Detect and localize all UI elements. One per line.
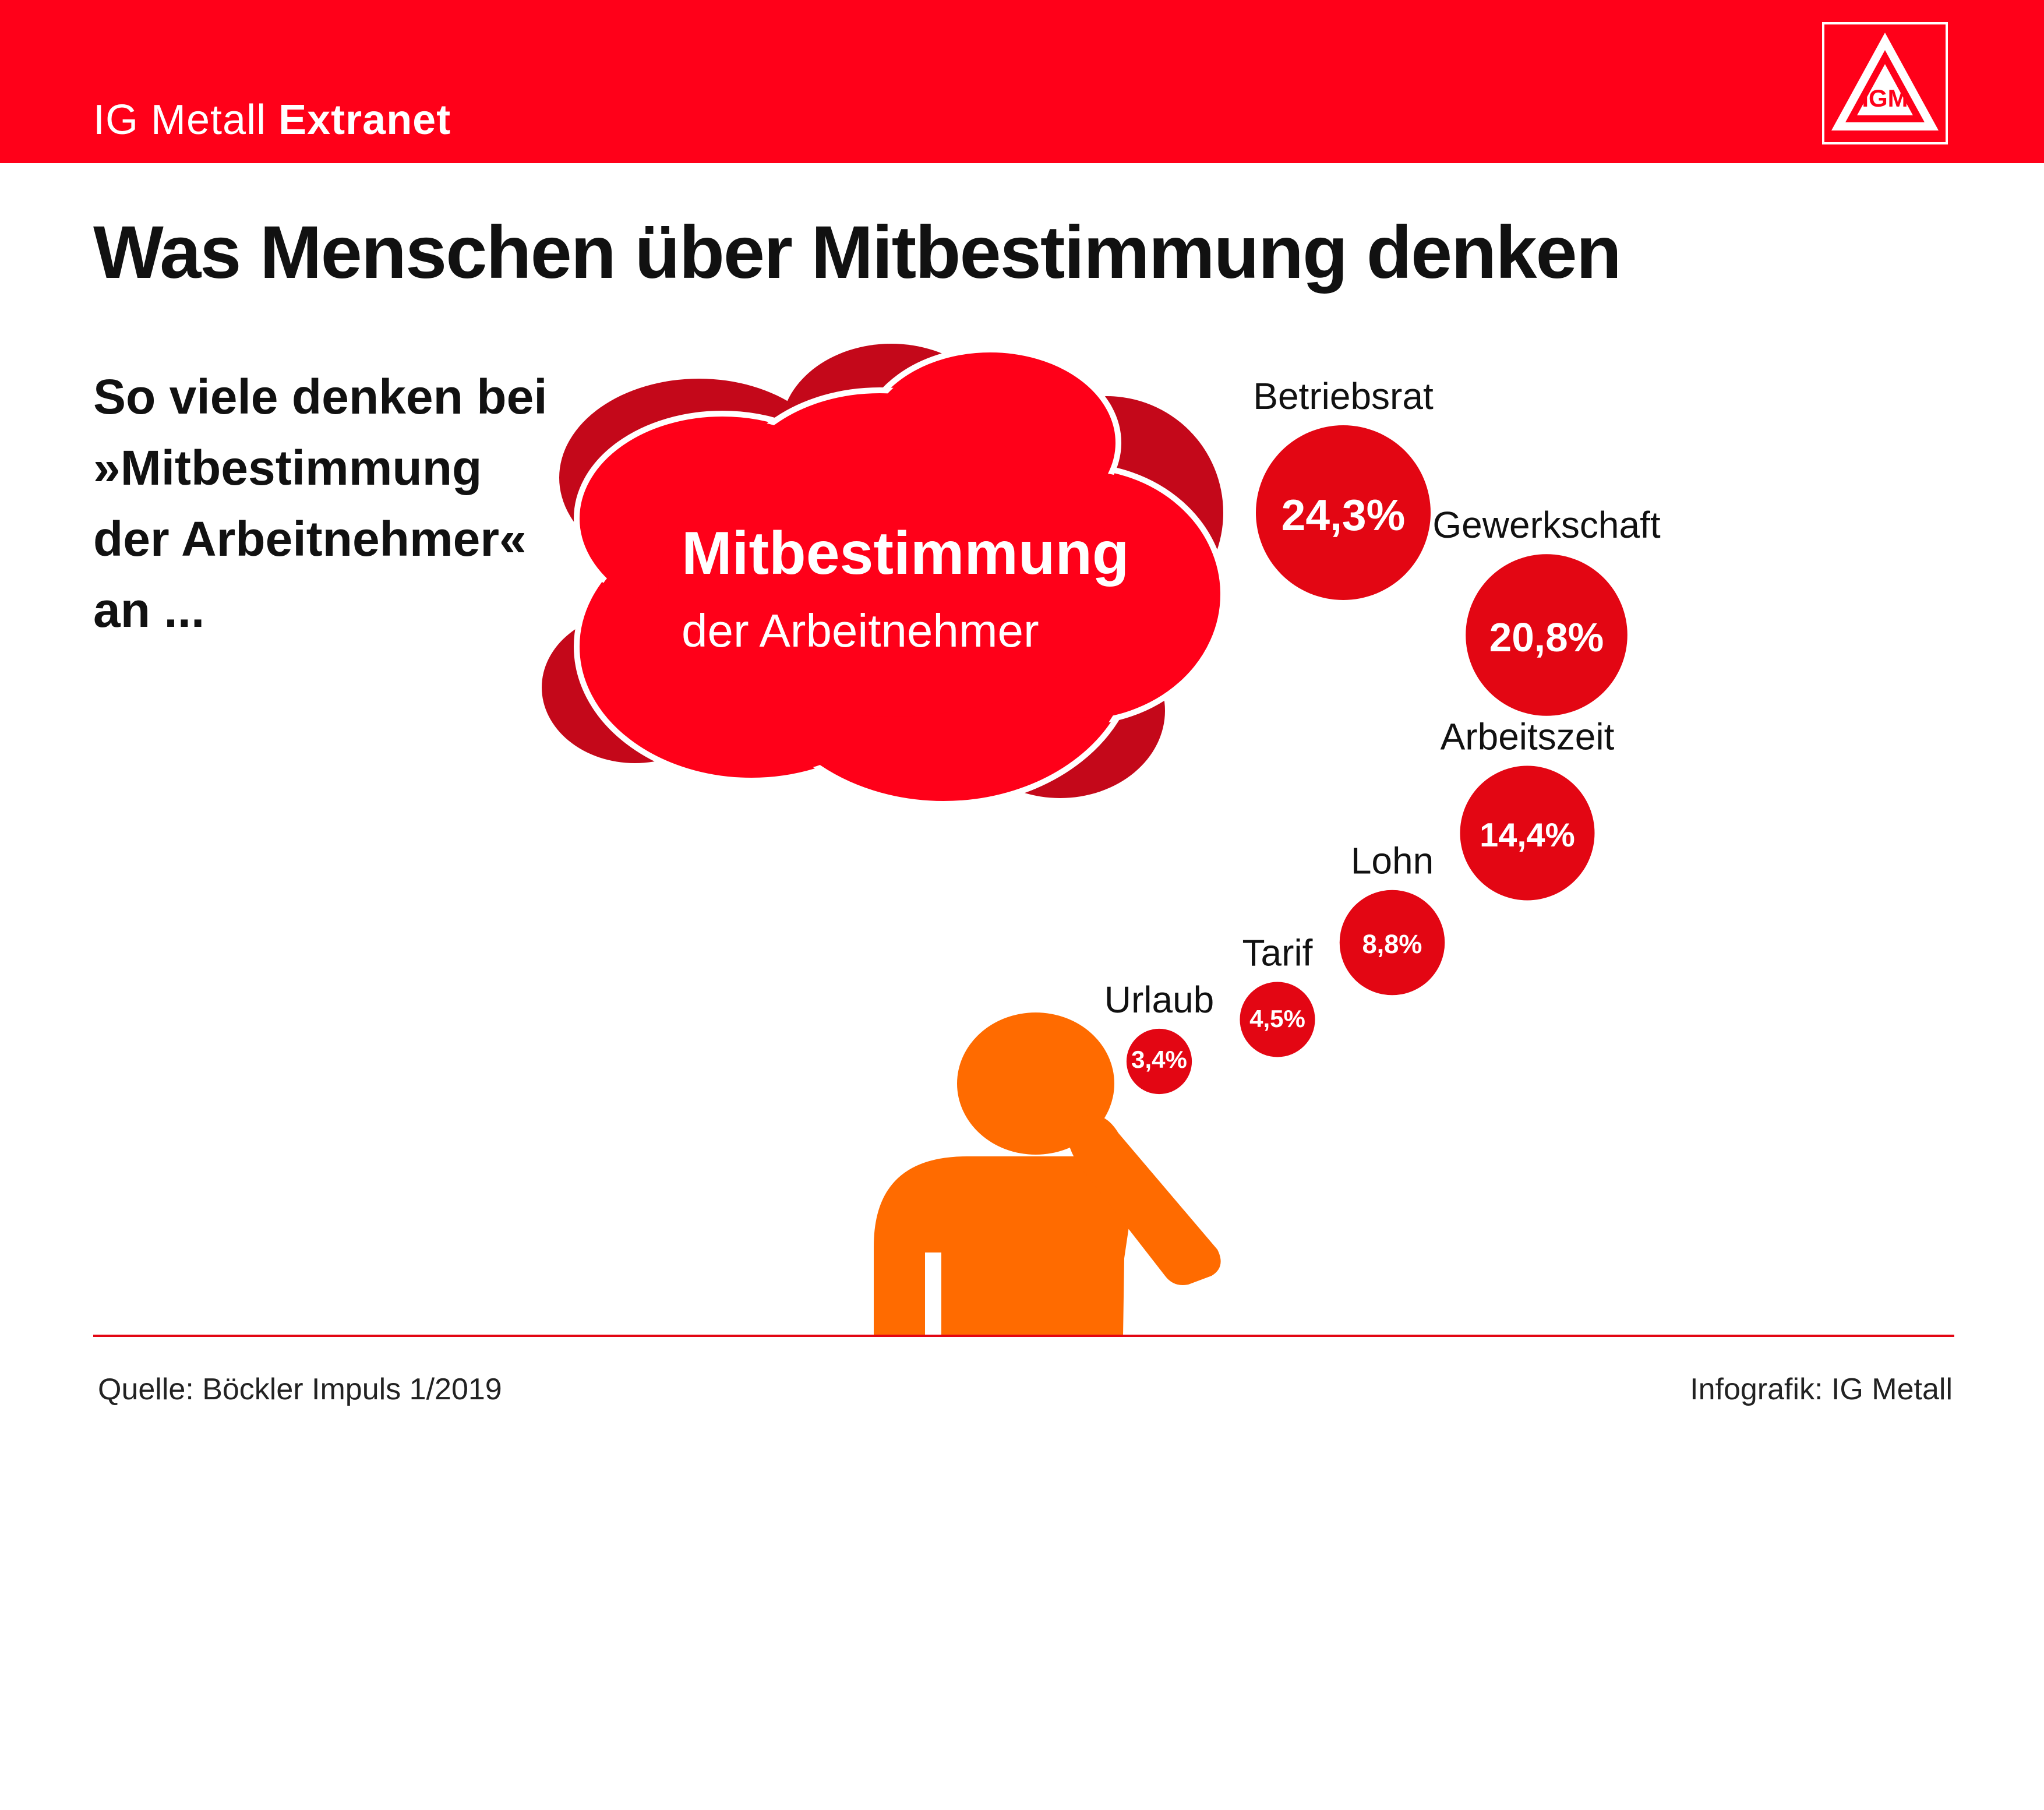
intro-line-1: So viele denken bei [93,369,548,424]
credit-note: Infografik: IG Metall [1690,1373,1953,1406]
bubble-value-label: 3,4% [1131,1046,1187,1073]
svg-text:IGM: IGM [1862,84,1908,112]
bubble-category-label: Tarif [1242,932,1313,973]
thinking-person-icon [874,1012,1221,1337]
bubble-tarif [1240,982,1315,1057]
header-bar [0,0,2044,163]
intro-text: So viele denken bei »Mitbestimmung der A… [93,361,559,645]
bubble-betriebsrat [1256,425,1431,600]
bubble-category-label: Betriebsrat [1253,375,1434,417]
brand-name: IG Metall Extranet [93,96,451,144]
bubble-value-label: 14,4% [1480,817,1575,854]
bubble-value-label: 24,3% [1282,491,1406,539]
intro-line-3: der Arbeitnehmer« [93,511,527,566]
baseline-divider [93,1335,1954,1337]
bubble-category-label: Arbeitszeit [1441,716,1615,758]
bubble-urlaub [1126,1028,1192,1095]
brand-light: IG Metall [93,97,267,143]
bubble-value-label: 4,5% [1249,1005,1305,1032]
bubble-arbeitszeit [1460,765,1595,901]
source-note: Quelle: Böckler Impuls 1/2019 [98,1373,502,1406]
intro-line-4: an ... [93,583,205,637]
bubble-gewerkschaft [1466,554,1628,716]
brand-bold: Extranet [278,97,451,143]
bubble-category-label: Gewerkschaft [1432,504,1660,546]
igm-triangle-logo-icon: IGM [1822,22,1948,144]
thought-cloud: Mitbestimmung der Arbeitnehmer [542,344,1226,807]
cloud-title: Mitbestimmung [682,520,1129,587]
bubble-value-label: 20,8% [1489,615,1604,660]
bubble-category-label: Urlaub [1104,979,1215,1021]
bubble-value-label: 8,8% [1362,929,1422,959]
intro-line-2: »Mitbestimmung [93,440,482,495]
cloud-subtitle: der Arbeitnehmer [682,605,1039,657]
page-title: Was Menschen über Mitbestimmung denken [93,211,1622,294]
bubble-series: 24,3% Betriebsrat 20,8% Gewerkschaft 14,4% Ar… [1104,375,1661,1095]
bubble-category-label: Lohn [1351,840,1434,882]
bubble-lohn [1339,890,1445,996]
